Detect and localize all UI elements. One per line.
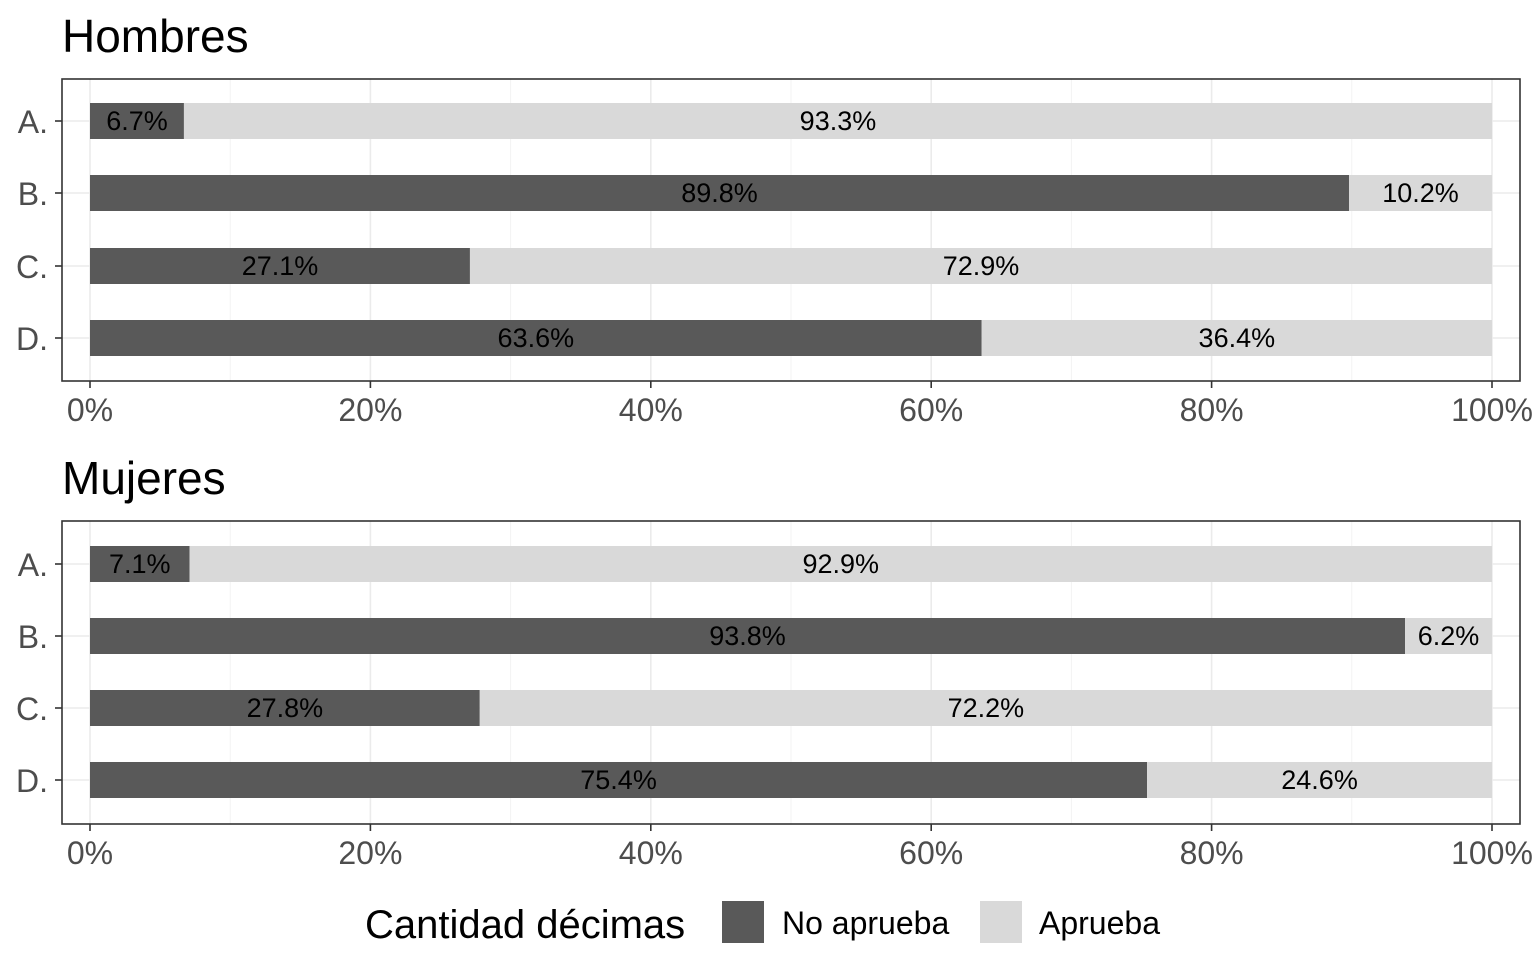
bar-no-aprueba: [90, 618, 1406, 654]
bar-no-aprueba: [90, 546, 190, 582]
x-tick-label: 80%: [1180, 392, 1244, 428]
bar-no-aprueba: [90, 690, 480, 726]
data-label: 93.3%: [800, 106, 877, 136]
data-label: 24.6%: [1281, 765, 1358, 795]
bar-aprueba: [189, 546, 1493, 582]
bar-no-aprueba: [90, 175, 1349, 211]
x-tick-label: 20%: [338, 392, 402, 428]
x-tick-label: 0%: [67, 835, 113, 871]
legend-label: No aprueba: [782, 905, 949, 941]
data-label: 36.4%: [1199, 323, 1276, 353]
x-tick-label: 40%: [619, 392, 683, 428]
category-label: B.: [18, 619, 48, 655]
data-label: 92.9%: [802, 549, 879, 579]
legend-title: Cantidad décimas: [365, 903, 685, 947]
x-tick-label: 100%: [1451, 392, 1533, 428]
x-tick-label: 60%: [899, 835, 963, 871]
x-tick-label: 60%: [899, 392, 963, 428]
x-tick-label: 80%: [1180, 835, 1244, 871]
bar-aprueba: [1348, 175, 1492, 211]
data-label: 93.8%: [709, 621, 786, 651]
bar-aprueba: [1147, 762, 1492, 798]
bar-aprueba: [183, 103, 1493, 139]
data-label: 89.8%: [681, 178, 758, 208]
category-label: B.: [18, 176, 48, 212]
category-label: A.: [18, 104, 48, 140]
x-tick-label: 40%: [619, 835, 683, 871]
category-label: A.: [18, 547, 48, 583]
panel-border: [61, 78, 1521, 382]
data-label: 72.9%: [943, 251, 1020, 281]
panel-title: Mujeres: [62, 452, 226, 504]
bar-no-aprueba: [90, 103, 184, 139]
bar-aprueba: [1405, 618, 1492, 654]
data-label: 75.4%: [580, 765, 657, 795]
x-tick-label: 100%: [1451, 835, 1533, 871]
bar-no-aprueba: [90, 320, 982, 356]
data-label: 7.1%: [109, 549, 171, 579]
category-label: D.: [16, 321, 48, 357]
bar-aprueba: [469, 248, 1492, 284]
bar-aprueba: [479, 690, 1493, 726]
data-label: 6.7%: [106, 106, 168, 136]
category-label: C.: [16, 249, 48, 285]
bar-aprueba: [981, 320, 1492, 356]
x-tick-label: 0%: [67, 392, 113, 428]
legend-label: Aprueba: [1039, 905, 1160, 941]
bar-no-aprueba: [90, 762, 1148, 798]
category-label: C.: [16, 691, 48, 727]
data-label: 72.2%: [948, 693, 1025, 723]
legend-key-no-aprueba: [722, 901, 764, 943]
x-tick-label: 20%: [338, 835, 402, 871]
bar-no-aprueba: [90, 248, 470, 284]
legend-key-aprueba: [980, 901, 1022, 943]
data-label: 63.6%: [498, 323, 575, 353]
data-label: 27.8%: [247, 693, 324, 723]
data-label: 6.2%: [1418, 621, 1480, 651]
data-label: 10.2%: [1382, 178, 1459, 208]
panel-border: [61, 520, 1521, 825]
category-label: D.: [16, 763, 48, 799]
data-label: 27.1%: [242, 251, 319, 281]
panel-title: Hombres: [62, 10, 249, 62]
